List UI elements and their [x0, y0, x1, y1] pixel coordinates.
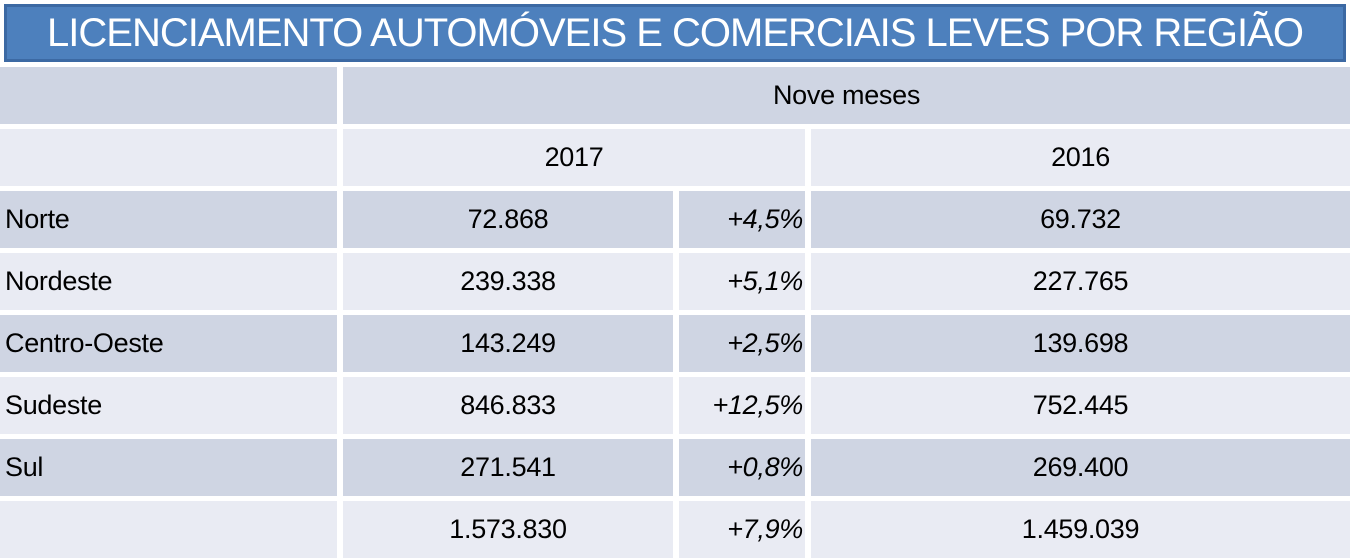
header-year-2016-cell: 2016 — [811, 129, 1350, 186]
value-2017-cell-norte: 72.868 — [343, 191, 673, 248]
total-variation-cell: +7,9% — [679, 501, 805, 558]
value-2017-cell-centro-oeste: 143.249 — [343, 315, 673, 372]
data-table: Nove meses 2017 2016 Norte 72.868 +4,5% … — [0, 67, 1350, 558]
variation-cell-sul: +0,8% — [679, 439, 805, 496]
variation-cell-norte: +4,5% — [679, 191, 805, 248]
region-cell-norte: Norte — [0, 191, 337, 248]
total-value-2017-cell: 1.573.830 — [343, 501, 673, 558]
value-2017-cell-nordeste: 239.338 — [343, 253, 673, 310]
value-2016-cell-centro-oeste: 139.698 — [811, 315, 1350, 372]
value-2016-cell-norte: 69.732 — [811, 191, 1350, 248]
corner-cell-2 — [0, 129, 337, 186]
value-2017-cell-sudeste: 846.833 — [343, 377, 673, 434]
value-2016-cell-sudeste: 752.445 — [811, 377, 1350, 434]
value-2016-cell-sul: 269.400 — [811, 439, 1350, 496]
corner-cell — [0, 67, 337, 124]
region-cell-nordeste: Nordeste — [0, 253, 337, 310]
variation-cell-centro-oeste: +2,5% — [679, 315, 805, 372]
region-cell-sul: Sul — [0, 439, 337, 496]
value-2017-cell-sul: 271.541 — [343, 439, 673, 496]
header-period-cell: Nove meses — [343, 67, 1350, 124]
total-label-cell — [0, 501, 337, 558]
title-bar: LICENCIAMENTO AUTOMÓVEIS E COMERCIAIS LE… — [4, 4, 1346, 62]
value-2016-cell-nordeste: 227.765 — [811, 253, 1350, 310]
variation-cell-sudeste: +12,5% — [679, 377, 805, 434]
region-cell-sudeste: Sudeste — [0, 377, 337, 434]
header-year-2017-cell: 2017 — [343, 129, 805, 186]
variation-cell-nordeste: +5,1% — [679, 253, 805, 310]
region-cell-centro-oeste: Centro-Oeste — [0, 315, 337, 372]
page-title: LICENCIAMENTO AUTOMÓVEIS E COMERCIAIS LE… — [47, 10, 1304, 55]
total-value-2016-cell: 1.459.039 — [811, 501, 1350, 558]
